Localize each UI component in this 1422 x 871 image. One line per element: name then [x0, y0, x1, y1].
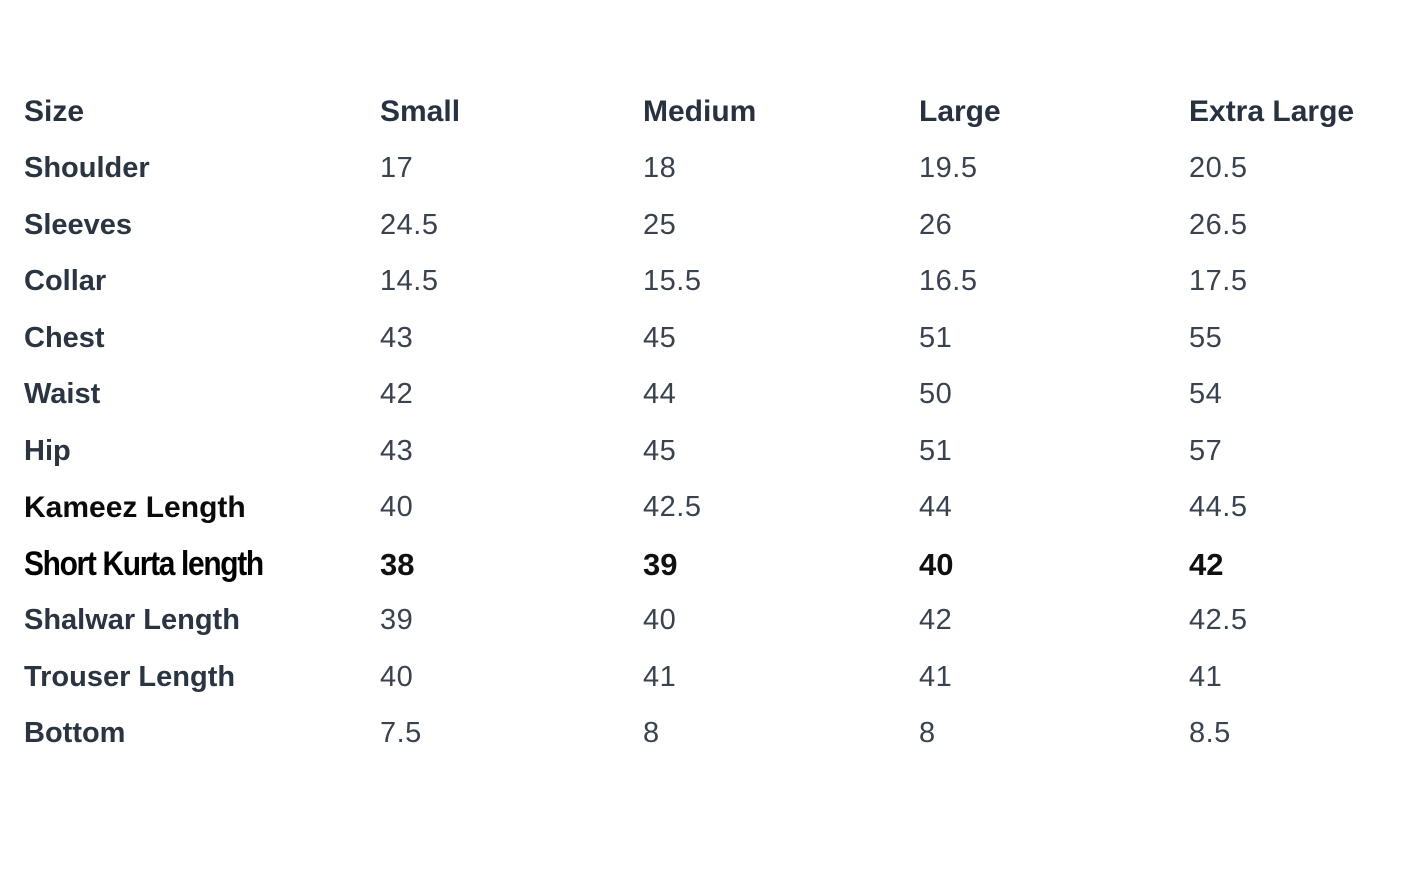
cell-value: 50 — [919, 378, 953, 411]
cell-value: 41 — [643, 660, 677, 693]
row-label: Bottom — [24, 717, 126, 750]
cell-value: 26.5 — [1189, 208, 1248, 241]
column-header-extra-large: Extra Large — [1189, 95, 1355, 129]
table-row-chest: Chest 43 45 51 55 — [24, 310, 1422, 367]
cell-value: 15.5 — [643, 265, 702, 298]
cell-value: 55 — [1189, 321, 1223, 354]
cell-value: 44 — [643, 378, 677, 411]
table-row-short-kurta-length: Short Kurta length 38 39 40 42 — [24, 536, 1422, 593]
cell-value: 40 — [380, 491, 414, 524]
cell-value: 42 — [1189, 546, 1224, 582]
cell-value: 45 — [643, 434, 677, 467]
row-label: Hip — [24, 434, 71, 467]
cell-value: 24.5 — [380, 208, 439, 241]
cell-value: 43 — [380, 434, 414, 467]
row-label: Sleeves — [24, 208, 133, 241]
cell-value: 54 — [1189, 378, 1223, 411]
cell-value: 8 — [919, 717, 936, 750]
column-header-medium: Medium — [643, 95, 757, 129]
cell-value: 16.5 — [919, 265, 978, 298]
cell-value: 51 — [919, 434, 953, 467]
cell-value: 14.5 — [380, 265, 439, 298]
column-header-large: Large — [919, 95, 1001, 129]
cell-value: 17.5 — [1189, 265, 1248, 298]
cell-value: 20.5 — [1189, 152, 1248, 185]
table-row-shalwar-length: Shalwar Length 39 40 42 42.5 — [24, 593, 1422, 650]
cell-value: 42.5 — [1189, 604, 1248, 637]
table-row-hip: Hip 43 45 51 57 — [24, 423, 1422, 480]
cell-value: 41 — [1189, 660, 1223, 693]
row-label: Chest — [24, 321, 105, 354]
row-label: Short Kurta length — [24, 545, 264, 584]
cell-value: 19.5 — [919, 152, 978, 185]
table-row-kameez-length: Kameez Length 40 42.5 44 44.5 — [24, 480, 1422, 537]
column-header-small: Small — [380, 95, 461, 129]
cell-value: 57 — [1189, 434, 1223, 467]
row-label: Shoulder — [24, 152, 150, 185]
cell-value: 8.5 — [1189, 717, 1231, 750]
cell-value: 40 — [380, 660, 414, 693]
row-label: Waist — [24, 378, 101, 411]
cell-value: 40 — [919, 546, 954, 582]
cell-value: 39 — [643, 546, 678, 582]
table-row-shoulder: Shoulder 17 18 19.5 20.5 — [24, 141, 1422, 198]
table-header-row: Size Small Medium Large Extra Large — [24, 84, 1422, 141]
table-row-bottom: Bottom 7.5 8 8 8.5 — [24, 706, 1422, 763]
cell-value: 51 — [919, 321, 953, 354]
cell-value: 17 — [380, 152, 414, 185]
cell-value: 26 — [919, 208, 953, 241]
table-row-collar: Collar 14.5 15.5 16.5 17.5 — [24, 254, 1422, 311]
cell-value: 39 — [380, 604, 414, 637]
cell-value: 42.5 — [643, 491, 702, 524]
row-label: Collar — [24, 265, 107, 298]
cell-value: 40 — [643, 604, 677, 637]
cell-value: 38 — [380, 546, 415, 582]
cell-value: 42 — [380, 378, 414, 411]
row-label: Kameez Length — [24, 490, 246, 524]
cell-value: 45 — [643, 321, 677, 354]
table-row-trouser-length: Trouser Length 40 41 41 41 — [24, 649, 1422, 706]
table-row-waist: Waist 42 44 50 54 — [24, 367, 1422, 424]
cell-value: 44.5 — [1189, 491, 1248, 524]
table-row-sleeves: Sleeves 24.5 25 26 26.5 — [24, 197, 1422, 254]
cell-value: 7.5 — [380, 717, 422, 750]
cell-value: 8 — [643, 717, 660, 750]
row-label: Shalwar Length — [24, 604, 240, 637]
cell-value: 44 — [919, 491, 953, 524]
cell-value: 42 — [919, 604, 953, 637]
column-header-size: Size — [24, 95, 85, 129]
cell-value: 25 — [643, 208, 677, 241]
size-chart-table: Size Small Medium Large Extra Large Shou… — [24, 84, 1422, 762]
cell-value: 43 — [380, 321, 414, 354]
row-label: Trouser Length — [24, 660, 236, 693]
cell-value: 18 — [643, 152, 677, 185]
cell-value: 41 — [919, 660, 953, 693]
